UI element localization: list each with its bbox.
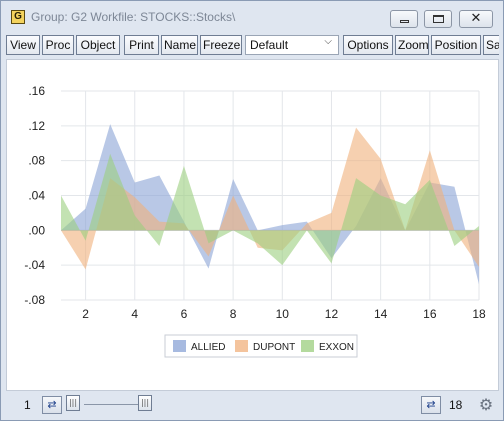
x-tick-label: 16: [423, 307, 437, 321]
status-bar: 1 ⇄ ||| ||| ⇄ 18 ⚙: [6, 393, 499, 417]
legend-swatch-dupont: [235, 340, 248, 352]
y-tick-label: .12: [28, 119, 45, 133]
gear-icon[interactable]: ⚙: [478, 395, 494, 414]
legend-label-dupont: DUPONT: [253, 342, 295, 353]
first-obs-indicator: 1: [24, 398, 31, 412]
graph-template-select[interactable]: Default ⌵: [245, 35, 339, 55]
position-button[interactable]: Position: [431, 35, 481, 55]
area-series-exxon: [61, 153, 479, 266]
maximize-button[interactable]: [424, 10, 452, 28]
x-tick-label: 12: [325, 307, 339, 321]
y-tick-label: .08: [28, 154, 45, 168]
sample-button[interactable]: Sa: [483, 35, 499, 55]
area-series-allied: [61, 124, 479, 285]
view-button[interactable]: View: [6, 35, 40, 55]
toolbar: View Proc Object Print Name Freeze Defau…: [6, 34, 499, 56]
slider-rail: [84, 404, 144, 405]
x-tick-label: 10: [276, 307, 290, 321]
group-icon: G: [11, 10, 25, 24]
legend-label-exxon: EXXON: [319, 342, 354, 353]
y-tick-label: .04: [28, 189, 45, 203]
options-button[interactable]: Options: [343, 35, 393, 55]
freeze-button[interactable]: Freeze: [200, 35, 242, 55]
slider-end-handle[interactable]: |||: [138, 395, 152, 411]
scroll-left-swap-icon[interactable]: ⇄: [42, 396, 62, 414]
area-chart: .16 .12 .08 .04 .00 -.04 -.08 2 4 6 8 10 12 14 16 18 ALL…: [24, 84, 486, 358]
window-title: Group: G2 Workfile: STOCKS::Stocks\: [31, 10, 236, 24]
object-button[interactable]: Object: [76, 35, 120, 55]
y-tick-label: -.08: [24, 293, 45, 307]
minimize-button[interactable]: [390, 10, 418, 28]
print-button[interactable]: Print: [124, 35, 159, 55]
y-tick-label: .00: [28, 223, 45, 237]
zoom-button[interactable]: Zoom: [395, 35, 429, 55]
y-tick-label: -.04: [24, 258, 45, 272]
proc-button[interactable]: Proc: [42, 35, 74, 55]
area-series-dupont: [61, 127, 479, 270]
x-tick-label: 6: [181, 307, 188, 321]
x-tick-label: 18: [472, 307, 486, 321]
close-icon: ✕: [470, 11, 482, 26]
title-bar[interactable]: G Group: G2 Workfile: STOCKS::Stocks\ ✕: [1, 1, 503, 31]
graph-template-value: Default: [250, 38, 289, 52]
close-button[interactable]: ✕: [459, 10, 493, 28]
name-button[interactable]: Name: [161, 35, 198, 55]
scroll-right-swap-icon[interactable]: ⇄: [421, 396, 441, 414]
x-tick-label: 8: [230, 307, 237, 321]
maximize-icon: [433, 15, 444, 23]
y-tick-label: .16: [28, 84, 45, 98]
slider-start-handle[interactable]: |||: [66, 395, 80, 411]
chevron-down-icon: ⌵: [324, 36, 332, 47]
minimize-icon: [400, 20, 409, 23]
x-tick-label: 4: [131, 307, 138, 321]
legend-swatch-exxon: [301, 340, 314, 352]
x-tick-label: 2: [82, 307, 89, 321]
legend-swatch-allied: [173, 340, 186, 352]
last-obs-indicator: 18: [449, 398, 463, 412]
graph-canvas[interactable]: .16 .12 .08 .04 .00 -.04 -.08 2 4 6 8 10 12 14 16 18 ALL…: [6, 59, 499, 391]
x-tick-label: 14: [374, 307, 388, 321]
legend-label-allied: ALLIED: [191, 342, 225, 353]
